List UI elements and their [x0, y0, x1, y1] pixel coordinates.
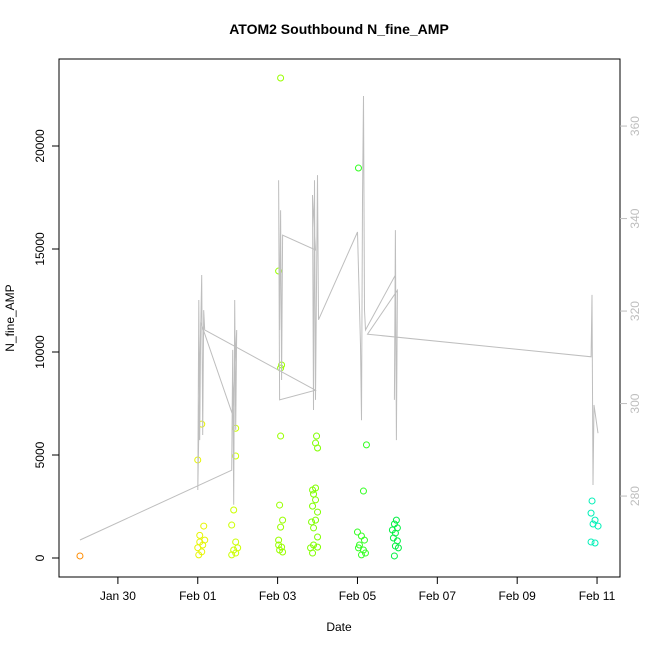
point [588, 497, 596, 505]
y2-tick-label: 360 [628, 116, 642, 136]
point [361, 549, 369, 557]
point [591, 539, 599, 547]
point [279, 548, 287, 556]
point [359, 487, 367, 495]
y2-tick-label: 340 [628, 208, 642, 228]
y2-tick-label: 300 [628, 393, 642, 413]
chart-title: ATOM2 Southbound N_fine_AMP [229, 21, 449, 37]
point [196, 538, 204, 546]
point [277, 523, 285, 531]
y-tick-label: 5000 [33, 441, 47, 468]
point [362, 441, 370, 449]
point [360, 536, 368, 544]
point [310, 524, 318, 532]
point [390, 552, 398, 560]
point [355, 541, 363, 549]
y-tick-label: 15000 [33, 232, 47, 266]
point [312, 516, 320, 524]
point [357, 551, 365, 559]
point [308, 518, 316, 526]
point [354, 544, 362, 552]
point [314, 543, 322, 551]
y-tick-label: 20000 [33, 129, 47, 163]
x-tick-label: Feb 11 [579, 589, 616, 603]
point [76, 552, 84, 560]
line-series [79, 95, 599, 541]
x-tick-label: Feb 09 [499, 589, 537, 603]
y-axis-label: N_fine_AMP [3, 284, 17, 351]
point [312, 496, 320, 504]
x-tick-label: Feb 01 [179, 589, 217, 603]
point [587, 509, 595, 517]
y-tick-label: 0 [33, 554, 47, 561]
point [591, 516, 599, 524]
point [230, 506, 238, 514]
x-axis-label: Date [326, 620, 352, 634]
x-tick-label: Feb 07 [419, 589, 457, 603]
point [276, 501, 284, 509]
point [587, 538, 595, 546]
point [200, 522, 208, 530]
x-tick-label: Feb 05 [339, 589, 377, 603]
y2-tick-label: 320 [628, 301, 642, 321]
point [353, 528, 361, 536]
point [388, 526, 396, 534]
point [314, 508, 322, 516]
point [354, 164, 362, 172]
point [279, 516, 287, 524]
point [313, 432, 321, 440]
x-tick-label: Jan 30 [100, 589, 136, 603]
point [275, 541, 283, 549]
point [314, 533, 322, 541]
point [312, 484, 320, 492]
point [392, 516, 400, 524]
point [196, 531, 204, 539]
point [594, 522, 602, 530]
y2-tick-label: 280 [628, 486, 642, 506]
point [314, 444, 322, 452]
point [232, 538, 240, 546]
point [394, 544, 402, 552]
plot-frame [58, 58, 621, 578]
point [195, 551, 203, 559]
point [232, 549, 240, 557]
point [309, 502, 317, 510]
point [277, 74, 285, 82]
point [309, 549, 317, 557]
point [232, 452, 240, 460]
point [277, 432, 285, 440]
point [228, 551, 236, 559]
point [275, 536, 283, 544]
point [228, 521, 236, 529]
x-tick-label: Feb 03 [259, 589, 297, 603]
y-tick-label: 10000 [33, 335, 47, 369]
